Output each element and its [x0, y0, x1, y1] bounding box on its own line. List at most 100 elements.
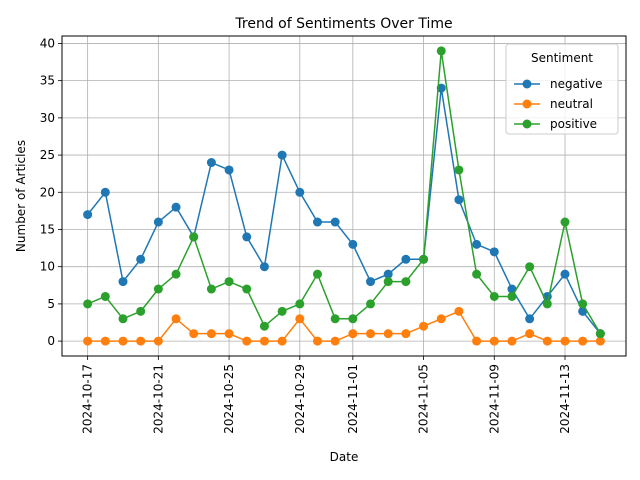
legend-item-neutral: neutral	[514, 97, 593, 111]
data-point-neutral	[259, 336, 269, 346]
data-point-positive	[578, 299, 588, 309]
data-point-negative	[312, 217, 322, 227]
data-point-negative	[206, 158, 216, 168]
data-point-positive	[489, 291, 499, 301]
data-point-negative	[330, 217, 340, 227]
legend-swatch-marker	[522, 99, 532, 109]
data-point-neutral	[542, 336, 552, 346]
y-tick-label: 10	[40, 260, 55, 274]
legend-label: negative	[550, 77, 602, 91]
y-tick-label: 30	[40, 111, 55, 125]
y-tick-label: 20	[40, 185, 55, 199]
axes: 0 5 10 15 20 25 30 35 40 2024-10-17 2024-10-21 2024…	[40, 36, 572, 433]
data-point-positive	[507, 291, 517, 301]
data-point-negative	[153, 217, 163, 227]
plot-frame	[61, 35, 627, 357]
data-point-positive	[401, 277, 411, 287]
data-point-neutral	[295, 314, 305, 324]
data-point-neutral	[401, 329, 411, 339]
legend-item-positive: positive	[514, 117, 597, 131]
data-point-positive	[277, 306, 287, 316]
data-point-neutral	[472, 336, 482, 346]
data-point-negative	[136, 254, 146, 264]
data-point-negative	[383, 269, 393, 279]
y-tick-label: 5	[47, 297, 55, 311]
data-point-positive	[330, 314, 340, 324]
data-point-negative	[525, 314, 535, 324]
data-point-neutral	[489, 336, 499, 346]
x-tick-label: 2024-11-09	[487, 364, 501, 434]
data-point-neutral	[171, 314, 181, 324]
data-point-positive	[171, 269, 181, 279]
legend-item-negative: negative	[514, 77, 602, 91]
data-point-neutral	[224, 329, 234, 339]
y-tick-label: 15	[40, 222, 55, 236]
data-point-positive	[83, 299, 93, 309]
data-point-positive	[224, 277, 234, 287]
data-point-neutral	[118, 336, 128, 346]
series-layer	[83, 46, 605, 346]
series-neutral	[83, 306, 605, 346]
legend-label: neutral	[550, 97, 593, 111]
data-point-positive	[472, 269, 482, 279]
data-point-negative	[348, 239, 358, 249]
data-point-neutral	[312, 336, 322, 346]
data-point-negative	[118, 277, 128, 287]
x-tick-label: 2024-10-17	[81, 364, 95, 434]
data-point-positive	[560, 217, 570, 227]
data-point-positive	[595, 329, 605, 339]
data-point-negative	[242, 232, 252, 242]
data-point-positive	[419, 254, 429, 264]
data-point-negative	[472, 239, 482, 249]
data-point-positive	[312, 269, 322, 279]
data-point-neutral	[206, 329, 216, 339]
x-axis-title: Date	[330, 450, 359, 464]
data-point-neutral	[560, 336, 570, 346]
data-point-positive	[454, 165, 464, 175]
legend-swatch-marker	[522, 79, 532, 89]
data-point-negative	[224, 165, 234, 175]
y-tick-label: 0	[47, 334, 55, 348]
legend-box	[505, 43, 619, 135]
data-point-neutral	[136, 336, 146, 346]
x-tick-label: 2024-11-13	[558, 364, 572, 434]
data-point-neutral	[383, 329, 393, 339]
x-tick-label: 2024-10-25	[222, 364, 236, 434]
data-point-neutral	[330, 336, 340, 346]
data-point-positive	[436, 46, 446, 56]
data-point-neutral	[100, 336, 110, 346]
data-point-neutral	[348, 329, 358, 339]
data-point-neutral	[595, 336, 605, 346]
data-point-positive	[136, 306, 146, 316]
data-point-positive	[366, 299, 376, 309]
data-point-negative	[454, 195, 464, 205]
x-tick-label: 2024-11-05	[417, 364, 431, 434]
x-tick-label: 2024-10-29	[293, 364, 307, 434]
data-point-positive	[542, 299, 552, 309]
data-point-negative	[100, 187, 110, 197]
data-point-positive	[525, 262, 535, 272]
data-point-positive	[383, 277, 393, 287]
data-point-positive	[242, 284, 252, 294]
series-positive	[83, 46, 605, 339]
data-point-neutral	[436, 314, 446, 324]
data-point-negative	[259, 262, 269, 272]
y-tick-label: 25	[40, 148, 55, 162]
legend: Sentiment negative neutral positive	[505, 43, 619, 135]
y-tick-label: 40	[40, 36, 55, 50]
data-point-positive	[259, 321, 269, 331]
data-point-neutral	[366, 329, 376, 339]
data-point-positive	[118, 314, 128, 324]
series-line-neutral	[87, 310, 601, 342]
data-point-neutral	[578, 336, 588, 346]
data-point-negative	[83, 210, 93, 220]
y-axis-title: Number of Articles	[14, 140, 28, 252]
data-point-positive	[100, 291, 110, 301]
data-point-neutral	[525, 329, 535, 339]
x-tick-label: 2024-10-21	[151, 364, 165, 434]
chart-title: Trend of Sentiments Over Time	[234, 16, 452, 32]
legend-title: Sentiment	[531, 51, 593, 65]
data-point-positive	[206, 284, 216, 294]
